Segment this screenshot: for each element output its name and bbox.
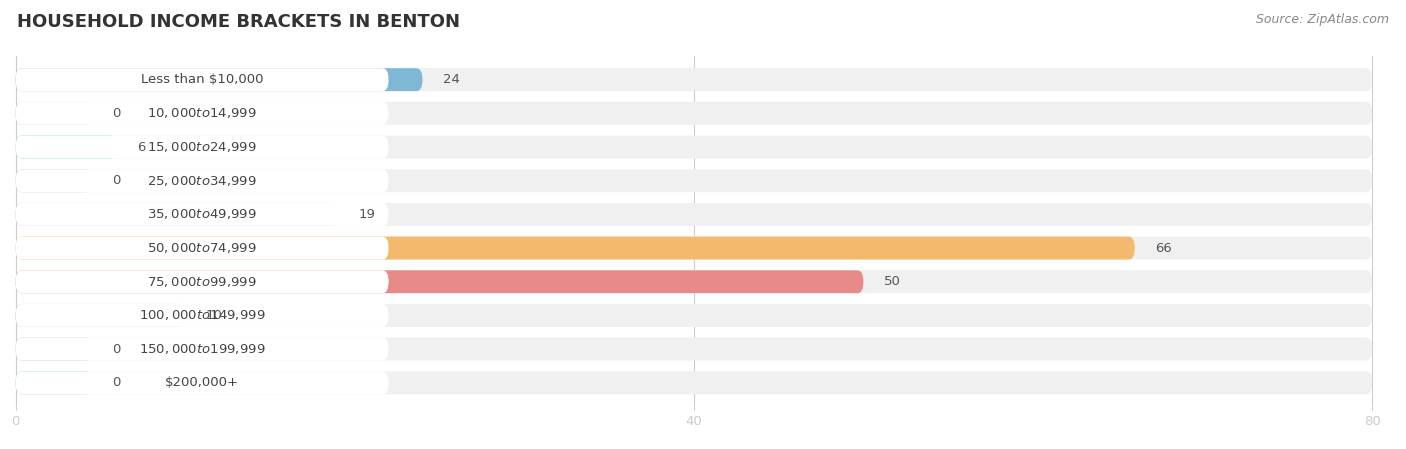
FancyBboxPatch shape [15,338,388,361]
Text: 24: 24 [443,73,460,86]
Text: 50: 50 [884,275,901,288]
FancyBboxPatch shape [15,304,186,327]
FancyBboxPatch shape [15,102,1372,125]
FancyBboxPatch shape [15,169,1372,192]
FancyBboxPatch shape [15,371,388,394]
FancyBboxPatch shape [15,102,388,125]
Text: $50,000 to $74,999: $50,000 to $74,999 [148,241,257,255]
FancyBboxPatch shape [15,68,423,91]
FancyBboxPatch shape [15,136,388,158]
Text: 10: 10 [205,309,222,322]
Text: 0: 0 [112,107,121,120]
FancyBboxPatch shape [15,237,388,260]
FancyBboxPatch shape [15,169,388,192]
FancyBboxPatch shape [15,68,1372,91]
Text: $100,000 to $149,999: $100,000 to $149,999 [139,308,266,322]
FancyBboxPatch shape [15,304,1372,327]
Text: HOUSEHOLD INCOME BRACKETS IN BENTON: HOUSEHOLD INCOME BRACKETS IN BENTON [17,13,460,31]
FancyBboxPatch shape [15,68,388,91]
Text: 0: 0 [112,376,121,389]
FancyBboxPatch shape [15,102,91,125]
FancyBboxPatch shape [15,338,1372,361]
FancyBboxPatch shape [15,203,388,226]
FancyBboxPatch shape [15,304,388,327]
FancyBboxPatch shape [15,136,1372,158]
Text: $25,000 to $34,999: $25,000 to $34,999 [148,174,257,188]
FancyBboxPatch shape [15,169,91,192]
Text: $150,000 to $199,999: $150,000 to $199,999 [139,342,266,356]
Text: $75,000 to $99,999: $75,000 to $99,999 [148,275,257,289]
Text: 0: 0 [112,343,121,356]
Text: $15,000 to $24,999: $15,000 to $24,999 [148,140,257,154]
FancyBboxPatch shape [15,203,1372,226]
FancyBboxPatch shape [15,338,91,361]
Text: 19: 19 [359,208,375,221]
Text: Less than $10,000: Less than $10,000 [141,73,263,86]
Text: Source: ZipAtlas.com: Source: ZipAtlas.com [1256,13,1389,26]
FancyBboxPatch shape [15,237,1372,260]
Text: 6: 6 [138,141,146,154]
FancyBboxPatch shape [15,203,337,226]
Text: 0: 0 [112,174,121,187]
FancyBboxPatch shape [15,237,1135,260]
FancyBboxPatch shape [15,270,863,293]
Text: $200,000+: $200,000+ [165,376,239,389]
FancyBboxPatch shape [15,371,91,394]
Text: $10,000 to $14,999: $10,000 to $14,999 [148,106,257,120]
Text: $35,000 to $49,999: $35,000 to $49,999 [148,207,257,221]
Text: 66: 66 [1156,242,1171,255]
FancyBboxPatch shape [15,270,1372,293]
FancyBboxPatch shape [15,270,388,293]
FancyBboxPatch shape [15,136,117,158]
FancyBboxPatch shape [15,371,1372,394]
